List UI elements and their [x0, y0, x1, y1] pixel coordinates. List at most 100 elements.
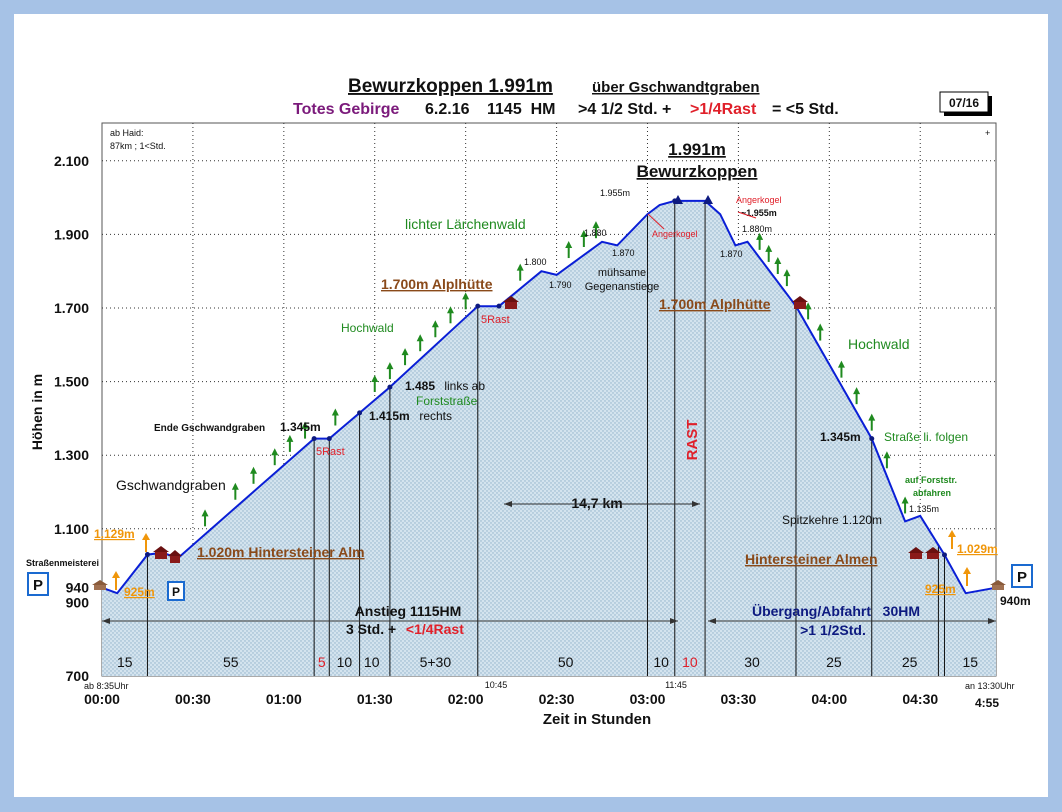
up-arrow-head — [301, 421, 309, 429]
label-940-right: 940m — [1000, 594, 1031, 608]
y-tick-label: 940 — [66, 580, 90, 596]
hut-icon — [503, 296, 519, 309]
label-1880a: 1.880 — [584, 228, 607, 238]
note-ab-haid-km: 87km ; 1<Std. — [110, 141, 166, 151]
label-distance: 14,7 km — [571, 495, 622, 511]
summit-name: Bewurzkoppen — [637, 162, 758, 181]
profile-line — [101, 199, 997, 595]
x-tick-label: 03:00 — [630, 691, 666, 707]
up-arrow-head — [201, 509, 209, 517]
up-arrow-head — [756, 232, 764, 240]
header-region: Totes Gebirge — [293, 101, 399, 118]
segment-duration: 5 — [318, 654, 326, 670]
up-arrow-head — [565, 241, 573, 249]
note-ab-haid: ab Haid: — [110, 128, 144, 138]
x-tick-label: 00:30 — [175, 691, 211, 707]
label-ende-gschwandgraben: Ende Gschwandgraben — [154, 423, 265, 434]
x-tick-label: 02:00 — [448, 691, 484, 707]
label-anstieg: Anstieg 1115HM — [355, 603, 462, 619]
label-1870b: 1.870 — [720, 249, 743, 259]
up-arrow-head — [868, 413, 876, 421]
page-badge-label: 07/16 — [949, 96, 979, 110]
angerkogel-left-arrow — [647, 213, 665, 230]
x-tick-label: 01:00 — [266, 691, 302, 707]
hut-icon — [153, 546, 169, 559]
parking-right-label: P — [1017, 569, 1027, 586]
ascent-arrows — [201, 221, 909, 527]
header-rast: >1/4Rast — [690, 101, 757, 118]
label-925-left: 925m — [124, 585, 155, 599]
up-arrow-head — [386, 362, 394, 370]
label-muehsame: mühsame — [598, 267, 646, 279]
label-hintersteiner-alm: 1.020m Hintersteiner Alm — [197, 544, 365, 560]
profile-area — [102, 200, 996, 676]
chart-frame: Bewurzkoppen 1.991m über Gschwandtgraben… — [14, 14, 1048, 797]
segment-duration: 15 — [117, 654, 133, 670]
segment-duration: 50 — [558, 654, 574, 670]
up-arrow-head — [331, 408, 339, 416]
profile-point — [869, 436, 875, 442]
clock-end: an 13:30Uhr — [965, 681, 1015, 691]
segment-duration: 5+30 — [420, 654, 452, 670]
clock-total: 4:55 — [975, 696, 999, 710]
summit-height: 1.991m — [668, 140, 726, 159]
angerkogel-right-elev: ~1.955m — [741, 208, 777, 218]
elevation-profile-chart: Bewurzkoppen 1.991m über Gschwandtgraben… — [26, 76, 1033, 728]
profile-point — [475, 303, 481, 309]
summit-marker-a — [673, 195, 683, 204]
up-arrow-head — [837, 360, 845, 368]
rast-label-a: 5Rast — [481, 314, 510, 326]
label-forststrasse: Forststraße — [416, 394, 478, 408]
x-axis-ticks: 00:00 00:30 01:00 01:30 02:00 02:30 03:00 03:30… — [84, 691, 938, 707]
up-arrow-head — [853, 387, 861, 395]
up-arrow-head — [401, 348, 409, 356]
up-arrow-head — [447, 306, 455, 314]
bench-icon — [92, 580, 108, 590]
profile-point — [496, 303, 502, 309]
label-strassenmeisterei: Straßenmeisterei — [26, 558, 99, 568]
rast-label-b: 5Rast — [316, 446, 345, 458]
bench-icon — [990, 580, 1006, 590]
label-hintersteiner-almen: Hintersteiner Almen — [745, 551, 878, 567]
summit-marker-b — [703, 195, 713, 204]
label-hochwald-right: Hochwald — [848, 336, 909, 352]
segment-durations: 15 55 5 10 10 5+30 50 10 10 30 25 25 15 — [117, 654, 978, 670]
segment-duration: 10 — [337, 654, 353, 670]
header-total: = <5 Std. — [772, 101, 839, 118]
parking-left-label: P — [33, 577, 43, 594]
label-rast-vertical: RAST — [684, 420, 701, 461]
header-date: 6.2.16 — [425, 101, 470, 118]
up-arrow-head — [580, 230, 588, 238]
up-arrow-head — [765, 244, 773, 252]
label-abfahren: abfahren — [913, 488, 951, 498]
label-spitzkehre: Spitzkehre 1.120m — [782, 513, 882, 527]
chart-subtitle: über Gschwandtgraben — [592, 79, 760, 96]
label-1135: 1.135m — [909, 504, 939, 514]
up-arrow-head — [250, 466, 258, 474]
up-arrow-head — [431, 320, 439, 328]
segment-duration: 15 — [962, 654, 978, 670]
label-alphuette-left: 1.700m Alplhütte — [381, 276, 493, 292]
profile-point — [311, 436, 317, 442]
parking-sign-left: P — [27, 572, 49, 596]
label-anstieg-time: 3 Std. + — [346, 621, 396, 637]
label-1129: 1.129m — [94, 527, 135, 541]
label-1415: 1.415m — [369, 409, 410, 423]
x-tick-label: 04:30 — [902, 691, 938, 707]
up-arrow-head — [371, 375, 379, 382]
x-axis-label: Zeit in Stunden — [543, 711, 651, 728]
segment-duration: 30 — [744, 654, 760, 670]
x-tick-label: 01:30 — [357, 691, 393, 707]
label-anstieg-rast: <1/4Rast — [402, 621, 464, 637]
label-strasse-li-folgen: Straße li. folgen — [884, 430, 968, 444]
hut-icon — [925, 547, 941, 559]
page-badge: 07/16 — [939, 91, 992, 116]
profile-point — [387, 384, 393, 390]
up-arrow-head — [516, 263, 524, 271]
parking-mid-label: P — [172, 585, 180, 599]
label-links-ab: links ab — [441, 379, 485, 393]
label-1485: 1.485 — [405, 379, 435, 393]
label-1870a: 1.870 — [612, 248, 635, 258]
label-alphuette-right: 1.700m Alplhütte — [659, 296, 771, 312]
